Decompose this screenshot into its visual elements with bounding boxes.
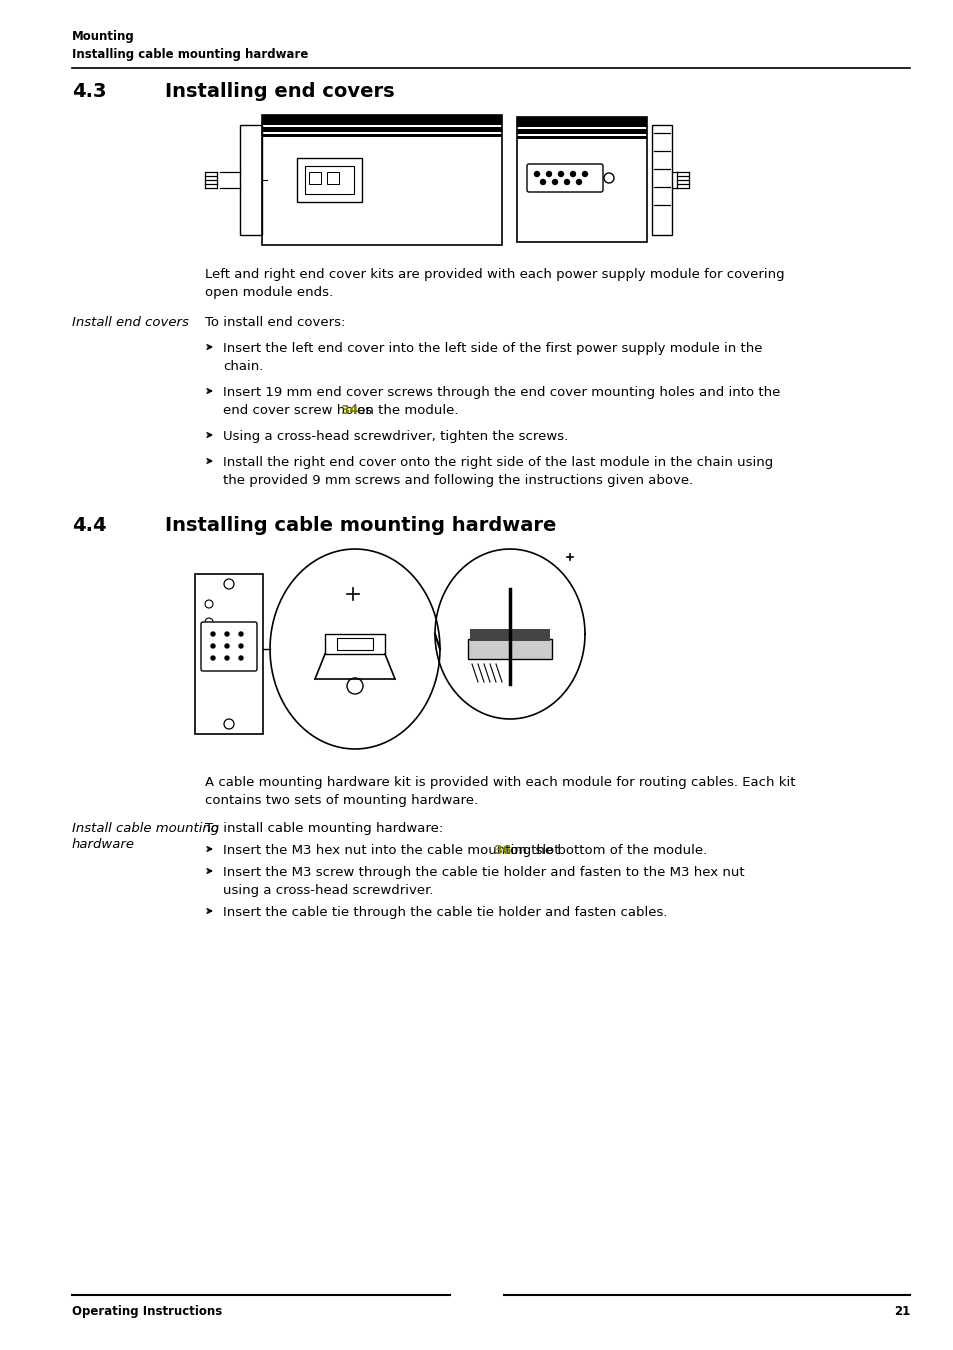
Text: Insert the cable tie through the cable tie holder and fasten cables.: Insert the cable tie through the cable t…: [223, 906, 667, 919]
Circle shape: [225, 632, 229, 636]
Bar: [262, 115, 501, 126]
Bar: [262, 134, 501, 136]
Text: Insert the M3 screw through the cable tie holder and fasten to the M3 hex nut: Insert the M3 screw through the cable ti…: [223, 865, 744, 879]
Text: 4.3: 4.3: [71, 82, 107, 101]
Bar: [468, 639, 552, 659]
Circle shape: [225, 644, 229, 648]
Text: Install end covers: Install end covers: [71, 316, 189, 329]
Bar: [336, 639, 373, 649]
Circle shape: [570, 171, 575, 177]
Circle shape: [546, 171, 551, 177]
Text: hardware: hardware: [71, 838, 135, 850]
Circle shape: [225, 656, 229, 660]
Circle shape: [564, 180, 569, 185]
Circle shape: [558, 171, 563, 177]
Bar: [517, 117, 646, 127]
Circle shape: [239, 632, 243, 636]
Text: chain.: chain.: [223, 360, 263, 373]
Text: 36: 36: [493, 844, 511, 857]
Text: Insert 19 mm end cover screws through the end cover mounting holes and into the: Insert 19 mm end cover screws through th…: [223, 386, 780, 400]
Text: Install the right end cover onto the right side of the last module in the chain : Install the right end cover onto the rig…: [223, 456, 773, 468]
Text: contains two sets of mounting hardware.: contains two sets of mounting hardware.: [205, 794, 477, 807]
Text: Installing end covers: Installing end covers: [165, 82, 395, 101]
Bar: [517, 130, 646, 134]
Text: Left and right end cover kits are provided with each power supply module for cov: Left and right end cover kits are provid…: [205, 269, 783, 281]
Text: on the module.: on the module.: [353, 404, 457, 417]
Text: Installing cable mounting hardware: Installing cable mounting hardware: [165, 516, 556, 535]
Text: end cover screw holes: end cover screw holes: [223, 404, 376, 417]
Text: open module ends.: open module ends.: [205, 286, 333, 298]
Circle shape: [211, 656, 214, 660]
Bar: [517, 136, 646, 139]
Text: using a cross-head screwdriver.: using a cross-head screwdriver.: [223, 884, 433, 896]
Circle shape: [552, 180, 557, 185]
Circle shape: [211, 644, 214, 648]
Text: Using a cross-head screwdriver, tighten the screws.: Using a cross-head screwdriver, tighten …: [223, 431, 568, 443]
Bar: [309, 171, 320, 184]
Bar: [470, 629, 550, 641]
Circle shape: [534, 171, 539, 177]
Bar: [651, 126, 671, 235]
Text: A cable mounting hardware kit is provided with each module for routing cables. E: A cable mounting hardware kit is provide…: [205, 776, 795, 788]
Circle shape: [576, 180, 581, 185]
FancyBboxPatch shape: [201, 622, 256, 671]
Bar: [296, 158, 361, 202]
Text: 4.4: 4.4: [71, 516, 107, 535]
Text: Installing cable mounting hardware: Installing cable mounting hardware: [71, 49, 308, 61]
Bar: [517, 117, 646, 242]
Bar: [325, 634, 385, 653]
Circle shape: [582, 171, 587, 177]
Text: Insert the left end cover into the left side of the first power supply module in: Insert the left end cover into the left …: [223, 342, 761, 355]
Bar: [262, 115, 501, 244]
FancyBboxPatch shape: [526, 163, 602, 192]
Text: the provided 9 mm screws and following the instructions given above.: the provided 9 mm screws and following t…: [223, 474, 693, 487]
Bar: [194, 574, 263, 734]
Text: Install cable mounting: Install cable mounting: [71, 822, 219, 836]
Text: To install cable mounting hardware:: To install cable mounting hardware:: [205, 822, 443, 836]
Circle shape: [239, 656, 243, 660]
Text: Insert the M3 hex nut into the cable mounting slot: Insert the M3 hex nut into the cable mou…: [223, 844, 563, 857]
Text: Mounting: Mounting: [71, 30, 134, 43]
Text: To install end covers:: To install end covers:: [205, 316, 345, 329]
Circle shape: [211, 632, 214, 636]
Bar: [305, 166, 354, 194]
Text: 21: 21: [893, 1305, 909, 1318]
Text: 34: 34: [339, 404, 357, 417]
Bar: [327, 171, 338, 184]
Bar: [262, 127, 501, 132]
Circle shape: [239, 644, 243, 648]
Text: on the bottom of the module.: on the bottom of the module.: [506, 844, 707, 857]
Circle shape: [540, 180, 545, 185]
Bar: [240, 126, 262, 235]
Text: Operating Instructions: Operating Instructions: [71, 1305, 222, 1318]
